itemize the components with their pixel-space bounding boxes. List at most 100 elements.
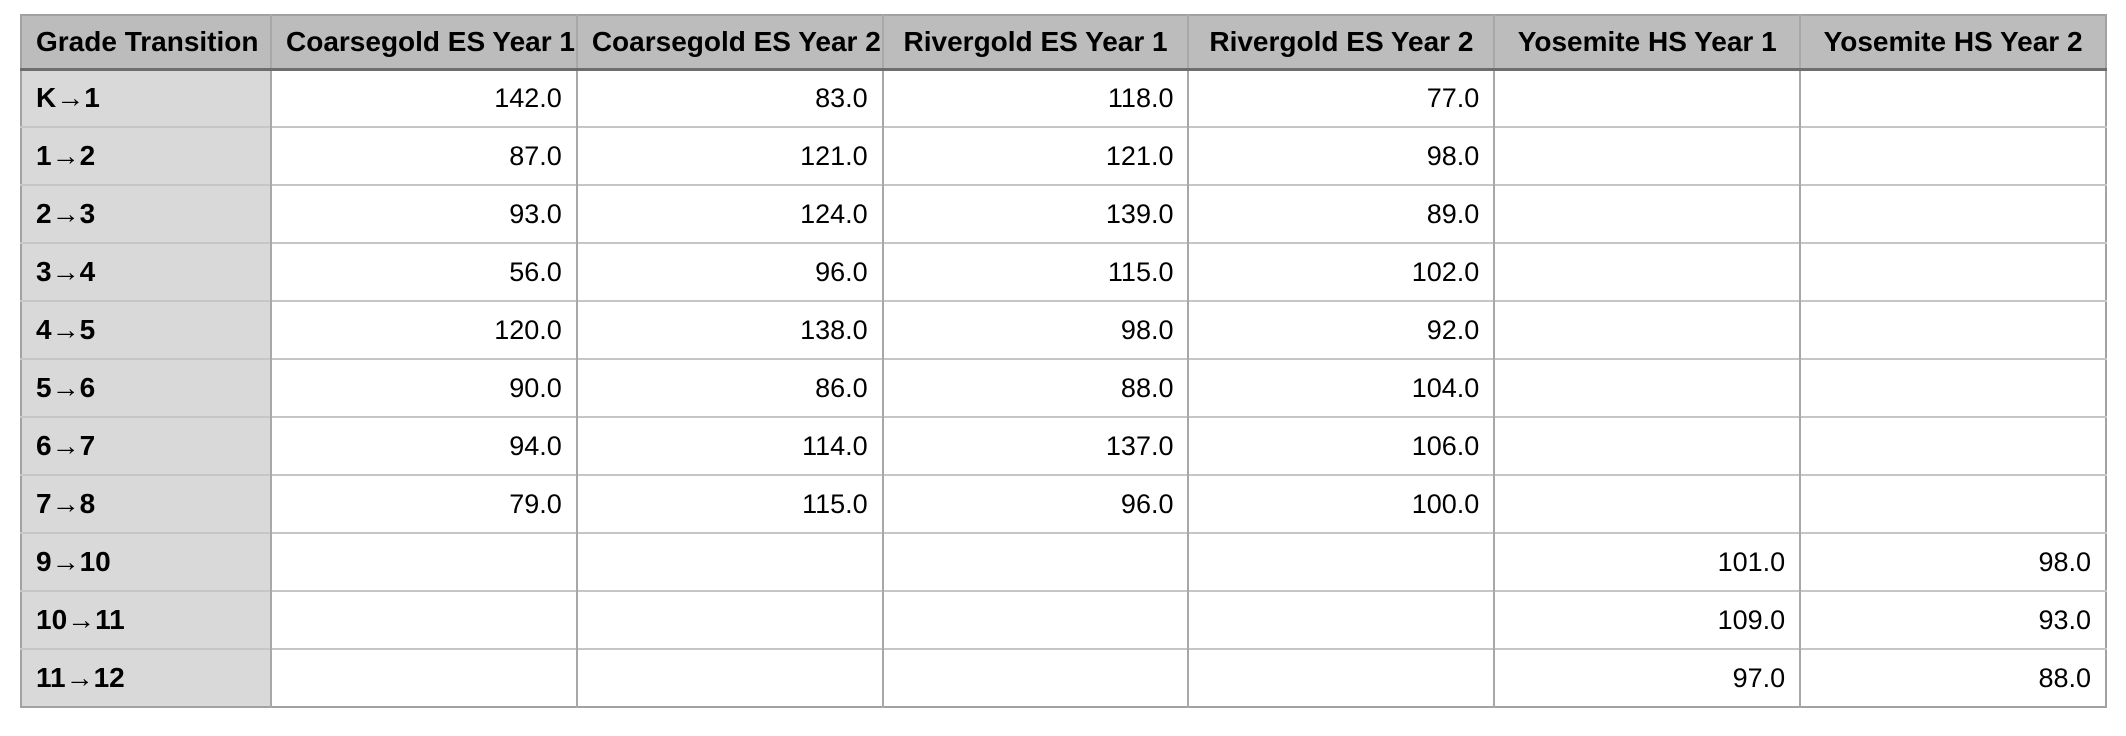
table-cell — [1187, 590, 1495, 649]
table-cell: 93.0 — [1799, 590, 2106, 649]
table-cell: 121.0 — [575, 126, 883, 185]
row-label: 3→4 — [21, 242, 271, 301]
table-cell: 104.0 — [1187, 358, 1495, 417]
table-cell — [1493, 69, 1801, 127]
table-cell: 88.0 — [881, 358, 1189, 417]
table-cell — [1799, 242, 2106, 301]
table-cell: 118.0 — [881, 69, 1189, 127]
table-row: 11→12 97.0 88.0 — [21, 648, 2106, 707]
table-cell — [1493, 416, 1801, 475]
table-cell: 56.0 — [270, 242, 577, 301]
table-cell — [1493, 358, 1801, 417]
header-row: Grade Transition Coarsegold ES Year 1 Coar… — [21, 15, 2106, 71]
table-cell — [1799, 184, 2106, 243]
table-cell — [881, 532, 1189, 591]
table-cell: 94.0 — [270, 416, 577, 475]
column-header: Coarsegold ES Year 1 — [270, 15, 577, 71]
table-cell — [1187, 532, 1495, 591]
table-header: Grade Transition Coarsegold ES Year 1 Coar… — [21, 15, 2106, 71]
table-cell: 100.0 — [1187, 474, 1495, 533]
table-cell — [1493, 474, 1801, 533]
table-cell: 106.0 — [1187, 416, 1495, 475]
row-label: 10→11 — [21, 590, 271, 649]
table-cell: 92.0 — [1187, 300, 1495, 359]
row-label: 11→12 — [21, 648, 271, 707]
table-cell: 137.0 — [881, 416, 1189, 475]
table-cell — [1799, 69, 2106, 127]
table-cell: 124.0 — [575, 184, 883, 243]
table-cell: 98.0 — [1799, 532, 2106, 591]
table-cell: 120.0 — [270, 300, 577, 359]
column-header: Rivergold ES Year 1 — [881, 15, 1189, 71]
table-cell: 138.0 — [575, 300, 883, 359]
table-cell — [1493, 126, 1801, 185]
table-cell: 87.0 — [270, 126, 577, 185]
table-cell — [1799, 300, 2106, 359]
table-cell — [1799, 416, 2106, 475]
row-label: 4→5 — [21, 300, 271, 359]
table-cell — [270, 590, 577, 649]
table-cell: 102.0 — [1187, 242, 1495, 301]
table-cell: 109.0 — [1493, 590, 1801, 649]
table-cell: 77.0 — [1187, 69, 1495, 127]
row-label: 1→2 — [21, 126, 271, 185]
table-row: K→1 142.0 83.0 118.0 77.0 — [21, 69, 2106, 127]
table-row: 10→11 109.0 93.0 — [21, 590, 2106, 649]
row-label: 9→10 — [21, 532, 271, 591]
table-cell: 101.0 — [1493, 532, 1801, 591]
table-cell: 142.0 — [270, 69, 577, 127]
table-row: 9→10 101.0 98.0 — [21, 532, 2106, 591]
table-row: 4→5 120.0 138.0 98.0 92.0 — [21, 300, 2106, 359]
table-cell — [1493, 300, 1801, 359]
table-cell: 115.0 — [575, 474, 883, 533]
table-cell: 79.0 — [270, 474, 577, 533]
column-header: Yosemite HS Year 2 — [1799, 15, 2106, 71]
row-label: 6→7 — [21, 416, 271, 475]
table-cell: 139.0 — [881, 184, 1189, 243]
table-row: 1→2 87.0 121.0 121.0 98.0 — [21, 126, 2106, 185]
row-label: 2→3 — [21, 184, 271, 243]
table-cell — [1799, 126, 2106, 185]
table-cell: 96.0 — [575, 242, 883, 301]
column-header: Yosemite HS Year 1 — [1493, 15, 1801, 71]
row-label: 5→6 — [21, 358, 271, 417]
table-cell — [1493, 184, 1801, 243]
table-cell: 115.0 — [881, 242, 1189, 301]
table-row: 3→4 56.0 96.0 115.0 102.0 — [21, 242, 2106, 301]
column-header: Rivergold ES Year 2 — [1187, 15, 1495, 71]
table-body: K→1 142.0 83.0 118.0 77.0 1→2 87.0 121.0 121.0 98… — [21, 69, 2106, 707]
table-row: 7→8 79.0 115.0 96.0 100.0 — [21, 474, 2106, 533]
table-cell — [881, 590, 1189, 649]
table-cell: 96.0 — [881, 474, 1189, 533]
table-row: 6→7 94.0 114.0 137.0 106.0 — [21, 416, 2106, 475]
table-cell: 114.0 — [575, 416, 883, 475]
column-header: Coarsegold ES Year 2 — [575, 15, 883, 71]
table-cell — [881, 648, 1189, 707]
table-cell — [575, 532, 883, 591]
column-header-grade-transition: Grade Transition — [21, 15, 271, 71]
table-cell — [575, 648, 883, 707]
table-cell — [1493, 242, 1801, 301]
table-row: 5→6 90.0 86.0 88.0 104.0 — [21, 358, 2106, 417]
table-cell: 97.0 — [1493, 648, 1801, 707]
table-cell — [1799, 358, 2106, 417]
table-cell: 86.0 — [575, 358, 883, 417]
table-cell: 88.0 — [1799, 648, 2106, 707]
table-cell: 83.0 — [575, 69, 883, 127]
table-cell: 98.0 — [1187, 126, 1495, 185]
table-cell: 93.0 — [270, 184, 577, 243]
grade-transition-table: Grade Transition Coarsegold ES Year 1 Coar… — [20, 14, 2107, 708]
table-cell: 89.0 — [1187, 184, 1495, 243]
table-cell — [1187, 648, 1495, 707]
table-cell: 121.0 — [881, 126, 1189, 185]
table-cell — [575, 590, 883, 649]
table-cell — [270, 648, 577, 707]
table-cell — [270, 532, 577, 591]
table-cell: 98.0 — [881, 300, 1189, 359]
table-cell — [1799, 474, 2106, 533]
table-row: 2→3 93.0 124.0 139.0 89.0 — [21, 184, 2106, 243]
row-label: K→1 — [21, 69, 271, 127]
row-label: 7→8 — [21, 474, 271, 533]
table-cell: 90.0 — [270, 358, 577, 417]
